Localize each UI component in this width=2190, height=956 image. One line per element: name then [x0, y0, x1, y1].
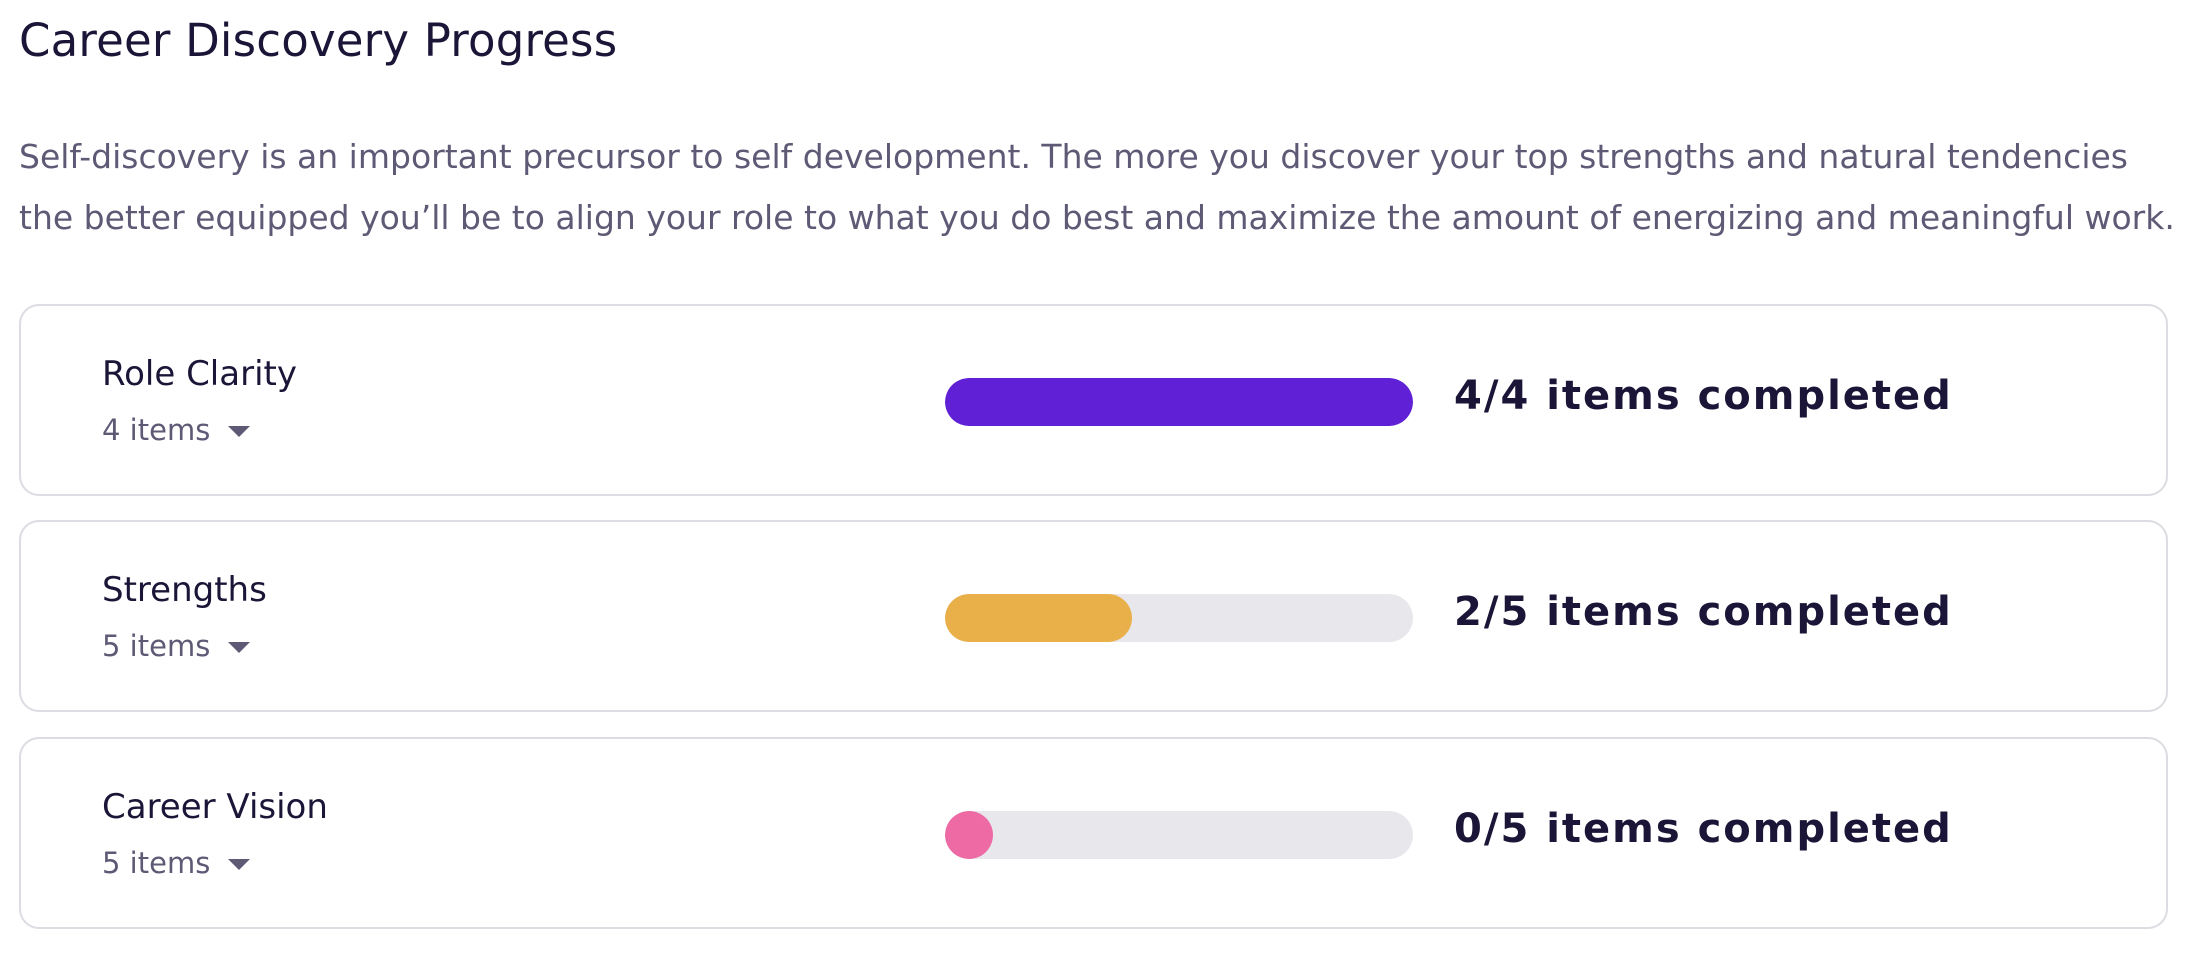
progress-label: 4/4 items completed: [1454, 373, 1953, 419]
items-dropdown-toggle[interactable]: 4 items: [102, 413, 251, 447]
category-title: Strengths: [102, 570, 267, 610]
category-card-role-clarity: Role Clarity 4 items 4/4 items completed: [19, 304, 2168, 496]
category-card-career-vision: Career Vision 5 items 0/5 items complete…: [19, 737, 2168, 929]
items-dropdown-toggle[interactable]: 5 items: [102, 846, 251, 880]
category-title: Role Clarity: [102, 354, 297, 394]
progress-label: 2/5 items completed: [1454, 589, 1953, 635]
progress-bar: [945, 594, 1413, 642]
progress-label: 0/5 items completed: [1454, 806, 1953, 852]
page-description: Self-discovery is an important precursor…: [19, 137, 2175, 237]
progress-bar-fill: [945, 378, 1413, 426]
chevron-down-icon: [228, 641, 251, 653]
category-card-strengths: Strengths 5 items 2/5 items completed: [19, 520, 2168, 712]
chevron-down-icon: [228, 425, 251, 437]
progress-bar: [945, 378, 1413, 426]
items-count-label: 5 items: [102, 846, 211, 880]
chevron-down-icon: [228, 858, 251, 870]
progress-bar: [945, 811, 1413, 859]
items-dropdown-toggle[interactable]: 5 items: [102, 629, 251, 663]
items-count-label: 4 items: [102, 413, 211, 447]
page-title: Career Discovery Progress: [19, 14, 618, 67]
items-count-label: 5 items: [102, 629, 211, 663]
category-title: Career Vision: [102, 787, 328, 827]
progress-bar-fill: [945, 594, 1133, 642]
progress-bar-fill: [945, 811, 993, 859]
